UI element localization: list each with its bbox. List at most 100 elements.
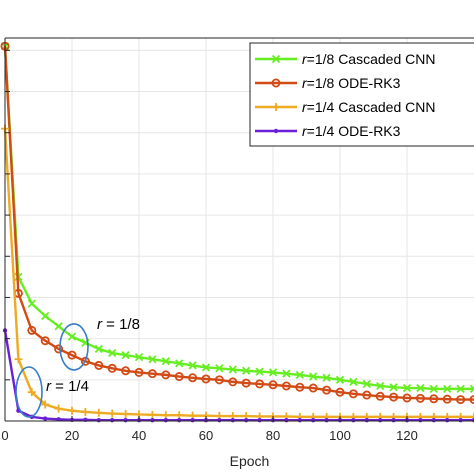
- legend-marker: [272, 103, 280, 111]
- x-axis-label: Epoch: [230, 453, 270, 469]
- data-point: [108, 409, 117, 418]
- data-point: [244, 417, 249, 423]
- data-point: [108, 348, 117, 358]
- legend-label: r=1/4 Cascaded CNN: [302, 99, 435, 115]
- data-point: [228, 377, 238, 387]
- data-point: [43, 416, 48, 421]
- legend: r=1/8 Cascaded CNN r=1/8 ODE-RK3 r=1/4 Cas…: [249, 42, 474, 147]
- data-point: [230, 417, 235, 423]
- x-tick-label: 120: [396, 428, 418, 443]
- data-point: [40, 336, 50, 346]
- data-point: [27, 299, 36, 308]
- data-point: [335, 387, 345, 397]
- legend-entry-2: r=1/8 ODE-RK3: [255, 75, 401, 91]
- data-point: [81, 407, 90, 416]
- data-point: [123, 417, 128, 423]
- data-point: [214, 375, 224, 385]
- data-point: [418, 417, 423, 423]
- data-point: [429, 394, 439, 404]
- axes: 0 20 40 60 80 100 120: [1, 37, 474, 443]
- data-point: [391, 417, 396, 423]
- series-line: [3, 46, 474, 401]
- data-point: [161, 370, 171, 380]
- data-point: [148, 355, 157, 364]
- data-point: [442, 394, 452, 404]
- data-point: [469, 384, 474, 394]
- data-point: [255, 367, 264, 376]
- data-point: [378, 417, 383, 423]
- data-point: [456, 384, 465, 394]
- data-point: [134, 367, 144, 377]
- data-point: [54, 404, 63, 413]
- data-point: [215, 364, 224, 373]
- data-point: [324, 417, 329, 423]
- series-layer: [0, 41, 474, 423]
- x-tick-label: 20: [65, 428, 79, 443]
- data-point: [96, 417, 102, 423]
- annotation-ellipse-r14: [15, 366, 43, 418]
- data-point: [348, 389, 358, 399]
- annotation-label-r18: r = 1/8: [97, 316, 140, 333]
- data-point: [134, 353, 144, 362]
- data-point: [188, 373, 198, 383]
- data-point: [147, 369, 157, 379]
- series-line: [3, 128, 474, 419]
- data-point: [190, 417, 195, 423]
- x-tick-label: 0: [1, 428, 8, 443]
- data-point: [217, 417, 222, 423]
- data-point: [376, 381, 385, 391]
- data-point: [41, 400, 50, 409]
- series-2: [0, 41, 474, 405]
- data-point: [389, 383, 398, 392]
- data-point: [456, 395, 466, 405]
- data-point: [351, 417, 356, 423]
- data-point: [282, 369, 291, 378]
- data-point: [375, 391, 385, 401]
- legend-label: r=1/8 ODE-RK3: [302, 75, 401, 91]
- data-point: [458, 417, 463, 423]
- series-1: [0, 42, 474, 394]
- series-4: [2, 328, 474, 423]
- data-point: [297, 417, 302, 423]
- data-point: [281, 381, 291, 391]
- series-line: [3, 330, 474, 422]
- legend-entry-4: r=1/4 ODE-RK3: [255, 123, 401, 139]
- data-point: [201, 363, 211, 372]
- data-point: [389, 392, 399, 402]
- data-point: [94, 344, 103, 354]
- legend-label: r=1/8 Cascaded CNN: [302, 51, 435, 67]
- x-tick-label: 100: [329, 428, 351, 443]
- data-point: [27, 325, 37, 335]
- data-point: [228, 365, 237, 374]
- data-point: [322, 373, 331, 382]
- data-point: [14, 355, 23, 364]
- data-point: [54, 322, 63, 331]
- data-point: [67, 350, 77, 360]
- data-point: [110, 417, 115, 423]
- data-point: [148, 410, 157, 419]
- x-tick-label: 40: [132, 428, 146, 443]
- data-point: [257, 417, 262, 423]
- data-point: [68, 406, 76, 415]
- x-tick-label: 80: [266, 428, 280, 443]
- data-point: [41, 311, 50, 321]
- data-point: [431, 417, 436, 423]
- series-3: [1, 124, 474, 421]
- data-point: [416, 383, 425, 393]
- data-point: [362, 390, 372, 400]
- data-point: [242, 366, 251, 375]
- annotation-ellipse-r18: [59, 323, 89, 371]
- legend-marker: [271, 54, 281, 64]
- data-point: [470, 412, 474, 421]
- data-point: [67, 332, 77, 341]
- legend-entry-1: r=1/8 Cascaded CNN: [255, 51, 435, 67]
- data-point: [175, 411, 184, 420]
- data-point: [349, 377, 358, 387]
- data-point: [121, 409, 130, 418]
- data-point: [268, 380, 278, 390]
- data-point: [241, 378, 251, 388]
- legend-marker: [273, 128, 279, 134]
- data-point: [201, 374, 211, 384]
- data-point: [163, 417, 168, 423]
